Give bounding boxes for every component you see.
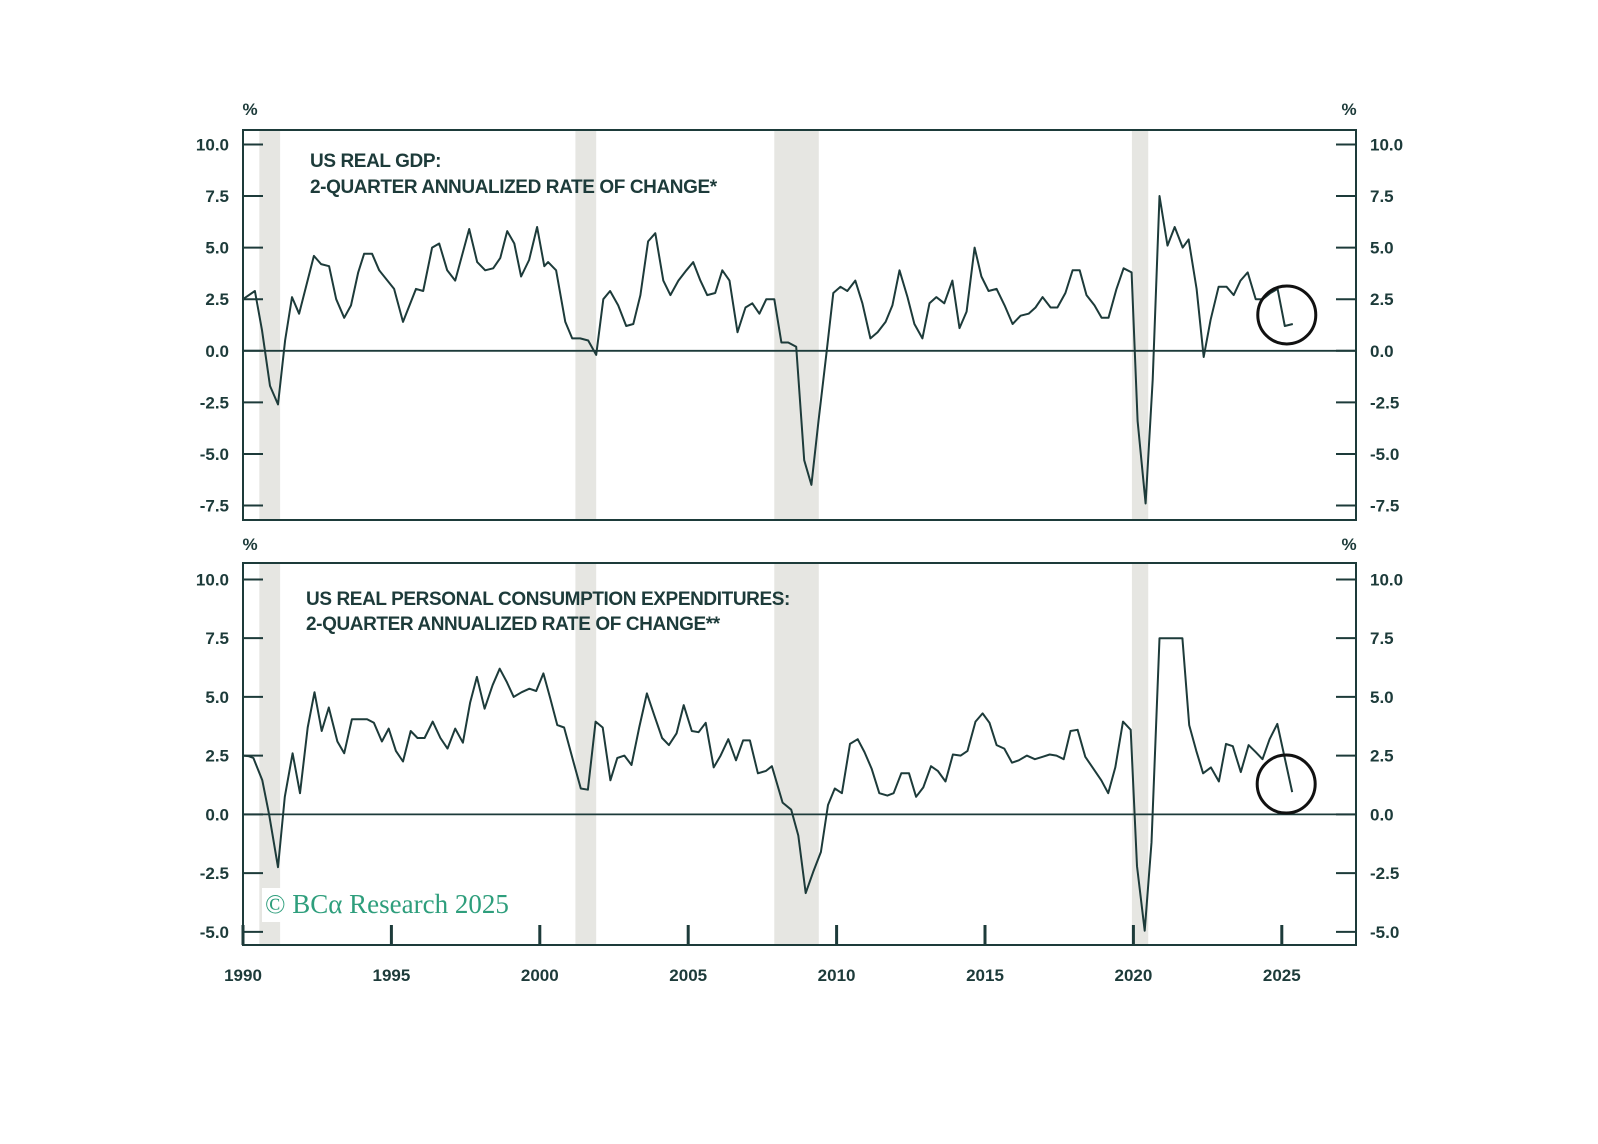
recession-band — [774, 563, 819, 945]
x-tick-label: 2000 — [521, 966, 559, 985]
gdp-left-unit-label: % — [242, 100, 257, 119]
y-tick-label-right: 10.0 — [1370, 135, 1403, 154]
series-line — [242, 637, 1294, 932]
pce-right-unit-label: % — [1341, 535, 1356, 554]
y-tick-label-left: 10.0 — [196, 135, 229, 154]
y-tick-label-left: -5.0 — [200, 923, 229, 942]
y-tick-label-right: -2.5 — [1370, 393, 1399, 412]
highlight-circle — [1255, 753, 1317, 815]
highlight-circle — [1256, 284, 1318, 346]
y-tick-label-right: 2.5 — [1370, 290, 1394, 309]
y-tick-label-right: 5.0 — [1370, 239, 1394, 258]
x-tick-label: 2020 — [1114, 966, 1152, 985]
gdp-right-unit-label: % — [1341, 100, 1356, 119]
y-tick-label-right: -7.5 — [1370, 497, 1399, 516]
y-tick-label-left: 5.0 — [205, 239, 229, 258]
pce-left-unit-label: % — [242, 535, 257, 554]
y-tick-label-right: 0.0 — [1370, 805, 1394, 824]
y-tick-label-left: 2.5 — [205, 747, 229, 766]
gdp-title-line-2: 2-QUARTER ANNUALIZED RATE OF CHANGE* — [310, 177, 718, 198]
y-tick-label-left: 7.5 — [205, 629, 229, 648]
y-tick-label-right: 0.0 — [1370, 342, 1394, 361]
y-tick-label-right: 7.5 — [1370, 187, 1394, 206]
y-tick-label-right: 7.5 — [1370, 629, 1394, 648]
plot-frame — [242, 562, 1357, 946]
x-tick-label: 2005 — [669, 966, 707, 985]
y-tick-label-left: 5.0 — [205, 688, 229, 707]
y-tick-label-left: -7.5 — [200, 497, 229, 516]
y-tick-label-right: 2.5 — [1370, 747, 1394, 766]
y-tick-label-left: 10.0 — [196, 570, 229, 589]
y-tick-label-left: -2.5 — [200, 393, 229, 412]
recession-band — [259, 563, 281, 945]
gdp-panel: 10.0 10.0 7.5 7.5 5.0 5.0 2.5 2.5 0.0 0.0 -2.5 -2.5… — [196, 100, 1403, 521]
y-tick-label-left: -2.5 — [200, 864, 229, 883]
series-line — [242, 195, 1294, 505]
y-tick-label-left: -5.0 — [200, 445, 229, 464]
recession-band — [774, 130, 819, 520]
y-tick-label-left: 0.0 — [205, 805, 229, 824]
y-tick-label-left: 7.5 — [205, 187, 229, 206]
x-tick-label: 1990 — [224, 966, 262, 985]
y-tick-label-right: 5.0 — [1370, 688, 1394, 707]
pce-title-line-1: US REAL PERSONAL CONSUMPTION EXPENDITURE… — [306, 589, 790, 610]
watermark-background — [262, 888, 524, 922]
y-tick-label-left: 0.0 — [205, 342, 229, 361]
recession-band — [1131, 130, 1149, 520]
gdp-marks: 10.0 10.0 7.5 7.5 5.0 5.0 2.5 2.5 0.0 0.0 -2.5 -2.5… — [196, 129, 1403, 521]
pce-marks: 10.0 10.0 7.5 7.5 5.0 5.0 2.5 2.5 0.0 0.0 -2.5 -2.5… — [196, 562, 1403, 985]
x-tick-label: 1995 — [372, 966, 410, 985]
y-tick-label-right: -5.0 — [1370, 923, 1399, 942]
recession-band — [259, 130, 281, 520]
bca-research-watermark: © BCα Research 2025 — [265, 889, 509, 919]
y-tick-label-left: 2.5 — [205, 290, 229, 309]
plot-frame — [242, 129, 1357, 521]
gdp-title-line-1: US REAL GDP: — [310, 151, 441, 172]
y-tick-label-right: 10.0 — [1370, 570, 1403, 589]
pce-panel: 10.0 10.0 7.5 7.5 5.0 5.0 2.5 2.5 0.0 0.0 -2.5 -2.5… — [196, 535, 1403, 985]
recession-band — [575, 563, 597, 945]
recession-band — [575, 130, 597, 520]
recession-shading-group — [259, 563, 1149, 945]
x-tick-label: 2015 — [966, 966, 1004, 985]
x-tick-label: 2010 — [818, 966, 856, 985]
recession-shading-group — [259, 130, 1149, 520]
x-tick-label: 2025 — [1263, 966, 1301, 985]
pce-title-line-2: 2-QUARTER ANNUALIZED RATE OF CHANGE** — [306, 614, 721, 635]
y-tick-label-right: -2.5 — [1370, 864, 1399, 883]
y-tick-label-right: -5.0 — [1370, 445, 1399, 464]
